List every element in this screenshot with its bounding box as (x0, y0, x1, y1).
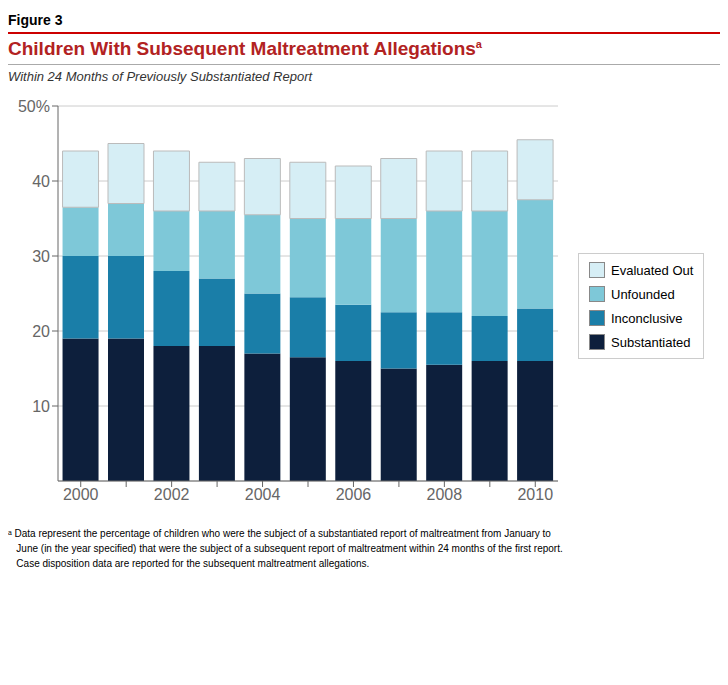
svg-text:2002: 2002 (154, 487, 190, 504)
svg-text:10: 10 (32, 398, 50, 415)
html-text:Substantiated: Substantiated (611, 334, 691, 350)
html-text:June (in the year specified) t: June (in the year specified) that were t… (8, 543, 563, 555)
svg-text:2004: 2004 (245, 487, 281, 504)
html-text:Unfounded: Unfounded (611, 286, 675, 302)
html-text:Case disposition data are repo: Case disposition data are reported for t… (8, 558, 370, 570)
svg-text:2006: 2006 (336, 487, 372, 504)
html-text:Within 24 Months of Previously: Within 24 Months of Previously Substanti… (8, 69, 313, 85)
html-text:ᵃ Data represent the percentag: ᵃ Data represent the percentage of child… (8, 528, 551, 540)
html-text:Inconclusive: Inconclusive (611, 310, 683, 326)
svg-text:20: 20 (32, 323, 50, 340)
svg-text:2000: 2000 (63, 487, 99, 504)
html-text:Evaluated Out: Evaluated Out (611, 262, 694, 278)
svg-text:2010: 2010 (517, 487, 553, 504)
svg-text:40: 40 (32, 173, 50, 190)
svg-text:50%: 50% (18, 98, 50, 115)
html-text:Figure 3: Figure 3 (8, 12, 63, 28)
svg-text:30: 30 (32, 248, 50, 265)
svg-text:2008: 2008 (427, 487, 463, 504)
html-text:Children With Subsequent Maltr: Children With Subsequent Maltreatment Al… (8, 38, 482, 60)
